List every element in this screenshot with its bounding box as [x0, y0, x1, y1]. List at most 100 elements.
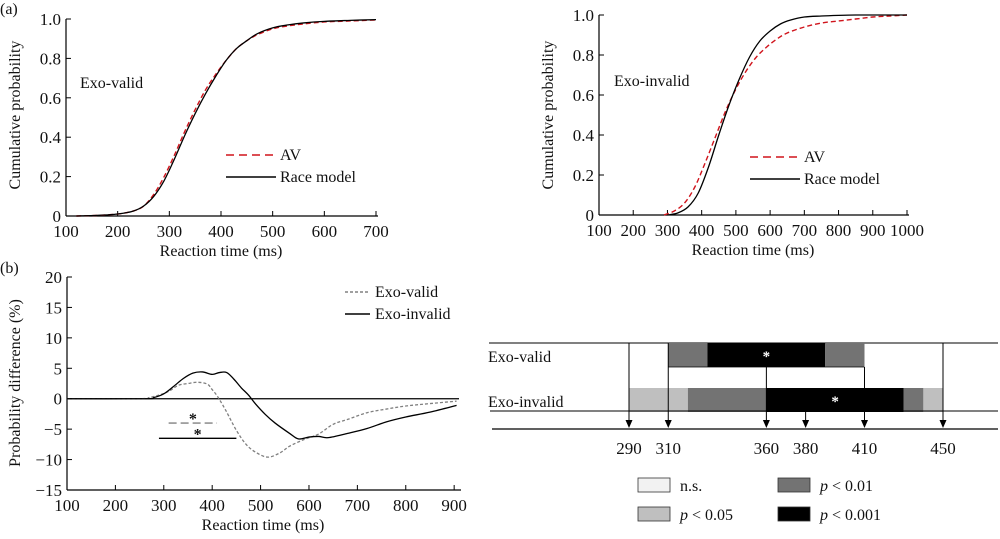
x-tick-label: 800 — [393, 496, 419, 515]
panel-label-b: (b) — [0, 260, 19, 277]
y-tick-label: 20 — [45, 268, 62, 287]
legend-label: p < 0.001 — [819, 507, 881, 524]
x-tick-label: 100 — [53, 222, 79, 241]
significance-segment-p05 — [923, 388, 943, 412]
series-line-race-model — [76, 18, 377, 217]
significance-segment-p01 — [687, 388, 767, 412]
significance-segment-p01 — [825, 343, 865, 367]
x-tick-label: 300 — [157, 222, 183, 241]
arrow-down-icon — [861, 420, 868, 428]
probability-difference-chart: −15 −10 −5 0 5 10 15 20 100 200 300 400 500 600 700 800… — [7, 268, 467, 534]
legend-label: Race model — [804, 171, 881, 188]
legend-swatch-ns — [637, 477, 671, 493]
arrow-down-icon — [625, 420, 633, 428]
x-tick-label: 700 — [363, 222, 389, 241]
y-tick-label: 0.2 — [573, 166, 594, 185]
x-axis-label: Reaction time (ms) — [160, 243, 283, 260]
series-line-race-model — [667, 14, 907, 216]
x-tick-label: 600 — [312, 222, 338, 241]
y-axis-label: Probability difference (%) — [7, 299, 24, 467]
significance-star: * — [763, 349, 771, 365]
significance-star: * — [189, 411, 197, 428]
arrow-down-icon — [664, 420, 672, 428]
x-tick-label: 400 — [689, 221, 715, 240]
arrow-down-icon — [939, 420, 947, 428]
x-tick-label: 600 — [296, 496, 322, 515]
x-tick-label: 500 — [248, 496, 274, 515]
legend-label: Exo-valid — [375, 284, 438, 301]
threshold: < 0.01 — [828, 478, 873, 495]
y-tick-label: 0.4 — [40, 128, 62, 147]
significance-timeline-chart: * Exo-valid * Exo-invalid 290 310 360 380 410 450… — [488, 342, 998, 524]
condition-annotation: Exo-invalid — [614, 73, 690, 90]
marker-label: 380 — [793, 439, 819, 458]
legend-label: AV — [804, 149, 825, 166]
series-line-av — [76, 19, 377, 217]
x-axis-label: Reaction time (ms) — [202, 517, 325, 534]
x-tick-label: 300 — [655, 221, 681, 240]
condition-annotation: Exo-valid — [80, 75, 143, 92]
y-tick-label: 0.8 — [573, 46, 594, 65]
significance-segment-p01 — [668, 343, 708, 367]
significance-segment-p001 — [766, 388, 904, 412]
panel-label-a: (a) — [0, 1, 18, 18]
y-tick-label: 0.6 — [40, 89, 61, 108]
x-tick-label: 200 — [620, 221, 646, 240]
x-tick-label: 500 — [260, 222, 286, 241]
x-tick-label: 100 — [586, 221, 612, 240]
y-tick-label: 10 — [45, 329, 62, 348]
y-tick-label: 0 — [53, 207, 62, 226]
significance-segment-p05 — [629, 388, 688, 412]
y-axis-label: Cumulative probability — [540, 41, 557, 190]
marker-label: 360 — [754, 439, 780, 458]
x-tick-label: 800 — [826, 221, 852, 240]
legend-label: p < 0.01 — [819, 478, 873, 495]
y-tick-label: 0.6 — [573, 86, 594, 105]
y-tick-label: 0.8 — [40, 49, 61, 68]
x-tick-label: 300 — [151, 496, 177, 515]
p-symbol: p — [819, 478, 828, 495]
x-tick-label: 700 — [792, 221, 818, 240]
threshold: < 0.05 — [688, 507, 733, 524]
legend-label: n.s. — [680, 478, 702, 495]
x-axis-label: Reaction time (ms) — [692, 242, 815, 259]
x-tick-label: 900 — [860, 221, 886, 240]
x-tick-label: 100 — [54, 496, 80, 515]
series-line-exo-invalid — [66, 371, 457, 440]
y-tick-label: 0.4 — [573, 126, 595, 145]
marker-label: 310 — [656, 439, 682, 458]
significance-segment-p01 — [903, 388, 924, 412]
cdf-exo-valid-chart: 0 0.2 0.4 0.6 0.8 1.0 100 200 300 400 500 600 700 Rea… — [7, 10, 389, 260]
legend-label: Race model — [280, 169, 357, 186]
marker-label: 410 — [852, 439, 878, 458]
arrow-down-icon — [802, 420, 810, 428]
significance-star: * — [194, 426, 202, 443]
x-tick-label: 600 — [757, 221, 783, 240]
y-tick-label: −5 — [44, 420, 62, 439]
y-tick-label: 0.2 — [40, 168, 61, 187]
significance-star: * — [831, 394, 839, 410]
y-tick-label: 0 — [54, 390, 63, 409]
cdf-exo-invalid-chart: 0 0.2 0.4 0.6 0.8 1.0 100 200 300 400 500 600 700 800… — [540, 6, 924, 259]
legend-swatch-p05 — [637, 506, 671, 522]
x-tick-label: 1000 — [890, 221, 924, 240]
legend-label: AV — [280, 147, 301, 164]
x-tick-label: 500 — [723, 221, 749, 240]
marker-label: 450 — [930, 439, 956, 458]
x-tick-label: 900 — [441, 496, 467, 515]
marker-label: 290 — [616, 439, 642, 458]
threshold: < 0.001 — [828, 507, 881, 524]
p-symbol: p — [679, 507, 688, 524]
y-tick-label: −10 — [35, 451, 62, 470]
y-tick-label: 1.0 — [40, 10, 61, 29]
x-tick-label: 700 — [345, 496, 371, 515]
row-label: Exo-valid — [488, 349, 551, 366]
y-axis-label: Cumulative probability — [7, 41, 24, 190]
y-tick-label: 1.0 — [573, 6, 594, 25]
y-tick-label: 0 — [586, 206, 595, 225]
y-tick-label: −15 — [35, 481, 62, 500]
legend-label: p < 0.05 — [679, 507, 733, 524]
series-line-exo-valid — [66, 381, 457, 458]
y-tick-label: 15 — [45, 298, 62, 317]
